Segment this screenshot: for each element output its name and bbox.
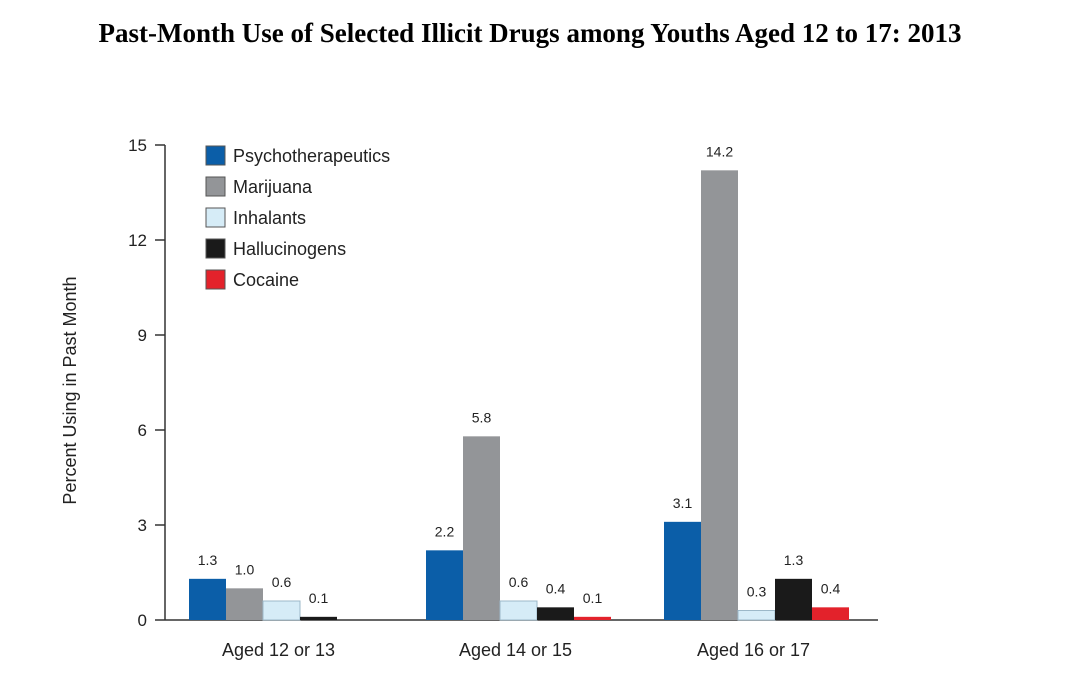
data-label: 14.2 [706, 143, 733, 159]
bar-psychotherapeutics-1 [189, 578, 226, 620]
x-category-label: Aged 14 or 15 [459, 640, 572, 660]
legend-swatch-marijuana [205, 176, 226, 197]
y-tick-label: 15 [128, 136, 147, 155]
data-label: 2.2 [435, 523, 455, 539]
bar-hallucinogens-2 [537, 607, 574, 620]
bar-cocaine-3 [812, 607, 849, 620]
bars: 1.3 1.0 0.6 0.1 2.2 5.8 0.6 0.4 0.1 3.1 14.2 0.3 1.3… [189, 143, 849, 621]
x-category-label: Aged 12 or 13 [222, 640, 335, 660]
data-label: 0.1 [583, 590, 603, 606]
chart-title: Past-Month Use of Selected Illicit Drugs… [98, 18, 962, 48]
legend-label: Hallucinogens [233, 239, 346, 259]
legend-label: Psychotherapeutics [233, 146, 390, 166]
data-label: 1.3 [784, 552, 804, 568]
data-label: 0.3 [747, 584, 767, 600]
bar-marijuana-1 [226, 588, 263, 620]
bar-hallucinogens-3 [775, 578, 812, 620]
data-label: 0.6 [272, 574, 292, 590]
data-label: 3.1 [673, 495, 693, 511]
y-tick-label: 6 [138, 421, 147, 440]
x-category-label: Aged 16 or 17 [697, 640, 810, 660]
bar-inhalants-1 [262, 600, 301, 621]
data-label: 5.8 [472, 409, 492, 425]
legend-label: Marijuana [233, 177, 313, 197]
legend-label: Inhalants [233, 208, 306, 228]
y-tick-label: 3 [138, 516, 147, 535]
bar-inhalants-3 [737, 610, 776, 621]
legend-swatch-inhalants [205, 207, 226, 228]
bar-marijuana-2 [463, 436, 500, 620]
data-label: 1.0 [235, 561, 255, 577]
data-label: 0.1 [309, 590, 329, 606]
bar-psychotherapeutics-3 [664, 521, 701, 620]
y-tick-label: 0 [138, 611, 147, 630]
bar-psychotherapeutics-2 [426, 550, 463, 620]
y-tick-label: 12 [128, 231, 147, 250]
data-label: 0.4 [821, 580, 841, 596]
data-label: 0.6 [509, 574, 529, 590]
bar-hallucinogens-1 [300, 616, 337, 620]
legend-swatch-hallucinogens [205, 238, 226, 259]
bar-marijuana-3 [701, 170, 738, 621]
legend: Psychotherapeutics Marijuana Inhalants Hall… [205, 145, 390, 290]
y-tick-label: 9 [138, 326, 147, 345]
data-label: 0.4 [546, 580, 566, 596]
bar-cocaine-2 [574, 616, 611, 620]
legend-label: Cocaine [233, 270, 299, 290]
legend-swatch-psychotherapeutics [205, 145, 226, 166]
data-label: 1.3 [198, 552, 218, 568]
bar-inhalants-2 [499, 600, 538, 621]
legend-swatch-cocaine [205, 269, 226, 290]
y-axis-title: Percent Using in Past Month [60, 276, 80, 504]
